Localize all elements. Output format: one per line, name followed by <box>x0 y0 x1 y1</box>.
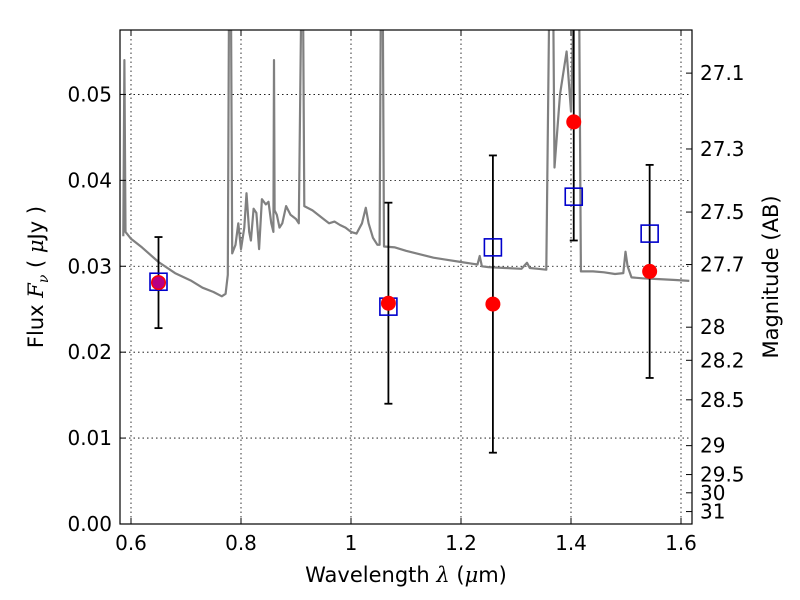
observed-point <box>566 114 582 130</box>
plot-area <box>122 30 690 454</box>
x-tick-label: 1.6 <box>665 531 697 555</box>
mag-tick-label: 27.1 <box>700 61 745 85</box>
model-band-square <box>640 224 659 243</box>
y-tick-label: 0.00 <box>67 512 112 536</box>
model-band-square <box>564 187 584 206</box>
x-tick-label: 1.4 <box>555 531 587 555</box>
y-tick-label: 0.04 <box>67 168 112 192</box>
y-tick-label: 0.03 <box>67 254 112 278</box>
y-tick-label: 0.05 <box>67 82 112 106</box>
observed-point <box>642 263 658 279</box>
model-band-square <box>483 238 503 257</box>
x-tick-label: 0.8 <box>225 531 257 555</box>
x-tick-label: 1.2 <box>445 531 477 555</box>
mag-tick-label: 27.3 <box>700 137 745 161</box>
mag-tick-label: 31 <box>700 500 725 524</box>
tick-marks <box>120 30 692 525</box>
spectrum-line <box>122 30 690 298</box>
mag-tick-label: 30 <box>700 481 725 505</box>
mag-tick-label: 27.5 <box>700 200 745 224</box>
model-band-square <box>149 272 168 292</box>
x-tick-label: 1 <box>345 531 358 555</box>
mag-tick-label: 27.7 <box>700 253 745 277</box>
mag-tick-label: 29.5 <box>700 463 745 487</box>
x-axis-label: Wavelength λ (μm) <box>305 563 507 587</box>
x-tick-label: 0.6 <box>115 531 147 555</box>
mag-tick-label: 28.2 <box>700 348 745 372</box>
plot-frame <box>119 29 693 525</box>
tick-labels: 0.6 0.8 1 1.2 1.4 1.6 0.00 0.01 0.02 0.03 0.04 0.05… <box>67 61 744 555</box>
y-tick-label: 0.01 <box>67 426 112 450</box>
y-axis-label-right: Magnitude (AB) <box>759 195 783 358</box>
observed-point <box>485 296 501 312</box>
mag-tick-label: 29 <box>700 434 725 458</box>
overlap-point <box>152 276 165 289</box>
y-tick-label: 0.02 <box>67 340 112 364</box>
mag-tick-label: 28 <box>700 315 725 339</box>
mag-tick-label: 28.5 <box>700 388 745 412</box>
observed-point <box>380 295 396 311</box>
